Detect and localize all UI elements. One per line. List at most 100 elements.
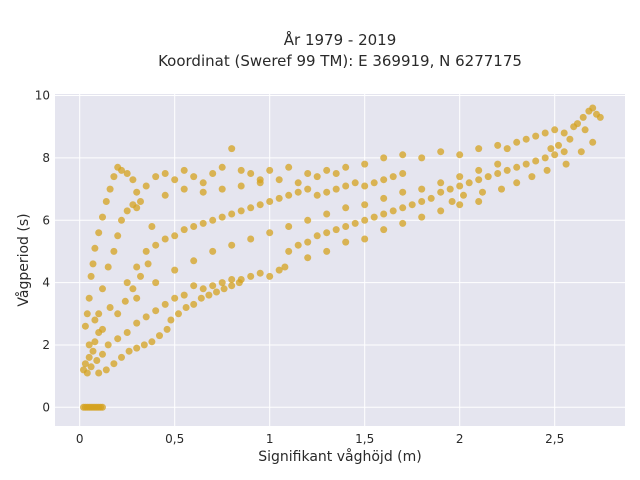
scatter-point — [313, 232, 321, 240]
scatter-point — [532, 132, 540, 140]
scatter-point — [199, 285, 207, 293]
scatter-point — [218, 163, 226, 171]
scatter-point — [123, 279, 131, 287]
scatter-point — [437, 188, 445, 196]
scatter-point — [389, 207, 397, 215]
x-axis-label: Signifikant våghöjd (m) — [258, 448, 421, 465]
scatter-point — [460, 191, 467, 199]
scatter-point — [522, 135, 530, 143]
scatter-point — [332, 226, 340, 234]
scatter-point — [133, 319, 141, 327]
x-tick-label: 0 — [76, 432, 84, 446]
scatter-point — [285, 191, 293, 199]
scatter-point — [161, 191, 169, 199]
scatter-point — [148, 338, 156, 346]
scatter-point — [118, 166, 125, 174]
scatter-point — [209, 216, 217, 224]
scatter-point — [446, 185, 454, 193]
scatter-point — [351, 179, 359, 187]
scatter-point — [380, 194, 388, 202]
scatter-point — [380, 226, 388, 234]
scatter-point — [361, 201, 369, 209]
scatter-point — [171, 176, 179, 184]
scatter-point — [589, 138, 597, 146]
scatter-point — [83, 369, 91, 377]
scatter-point — [220, 285, 228, 293]
scatter-point — [106, 185, 114, 193]
scatter-point — [91, 244, 99, 252]
scatter-point — [167, 316, 175, 324]
scatter-point — [342, 204, 350, 212]
scatter-point — [304, 185, 312, 193]
scatter-point — [256, 201, 264, 209]
scatter-point — [161, 300, 169, 308]
grid-lines — [55, 94, 625, 426]
scatter-point — [213, 288, 220, 296]
scatter-point — [133, 263, 141, 271]
scatter-point — [171, 266, 179, 274]
scatter-point — [494, 141, 502, 149]
scatter-point — [104, 263, 112, 271]
scatter-point — [541, 129, 549, 137]
scatter-point — [256, 269, 264, 277]
scatter-point — [342, 238, 350, 246]
scatter-point — [129, 285, 137, 293]
scatter-point — [95, 369, 103, 377]
scatter-point — [114, 310, 122, 318]
scatter-point — [228, 145, 236, 153]
scatter-point — [228, 210, 236, 218]
scatter-point — [275, 266, 283, 274]
scatter-point — [332, 170, 340, 177]
scatter-point — [560, 148, 568, 156]
scatter-point — [342, 223, 350, 230]
scatter-point — [152, 241, 160, 249]
scatter-point — [361, 160, 369, 168]
scatter-point — [133, 188, 141, 196]
scatter-point — [247, 170, 255, 177]
scatter-point — [95, 229, 103, 237]
scatter-point — [123, 329, 131, 336]
scatter-point — [370, 179, 378, 187]
scatter-point — [256, 179, 264, 187]
scatter-point — [171, 232, 179, 240]
scatter-point — [205, 291, 213, 299]
x-tick-label: 1,5 — [355, 432, 374, 446]
scatter-point — [304, 238, 312, 246]
scatter-point — [361, 216, 369, 224]
scatter-point — [399, 219, 407, 227]
scatter-point — [566, 135, 574, 143]
scatter-point — [133, 204, 141, 212]
scatter-point — [437, 179, 445, 187]
scatter-point — [342, 182, 350, 190]
scatter-point — [285, 247, 293, 255]
scatter-point — [456, 201, 464, 209]
scatter-point — [543, 166, 551, 174]
scatter-point — [555, 141, 562, 149]
scatter-point — [123, 170, 131, 177]
scatter-point — [437, 207, 445, 215]
scatter-point — [479, 188, 486, 196]
scatter-point — [247, 235, 255, 243]
scatter-point — [99, 350, 106, 358]
scatter-point — [418, 185, 426, 193]
scatter-point — [266, 166, 274, 174]
scatter-point — [152, 307, 160, 315]
scatter-point — [180, 185, 188, 193]
scatter-point — [562, 160, 570, 168]
scatter-point — [228, 241, 236, 249]
scatter-point — [209, 170, 217, 177]
scatter-point — [581, 126, 589, 134]
scatter-point — [513, 138, 521, 146]
scatter-point — [228, 276, 236, 283]
scatter-point — [125, 347, 133, 355]
scatter-point — [494, 170, 502, 177]
scatter-point — [121, 297, 129, 305]
scatter-point — [91, 338, 99, 346]
scatter-point — [156, 332, 163, 340]
scatter-point — [106, 304, 114, 311]
scatter-point — [93, 357, 101, 364]
scatter-point — [89, 347, 97, 355]
x-tick-label: 0,5 — [165, 432, 184, 446]
y-tick-label: 4 — [42, 276, 50, 290]
scatter-point — [142, 182, 150, 190]
